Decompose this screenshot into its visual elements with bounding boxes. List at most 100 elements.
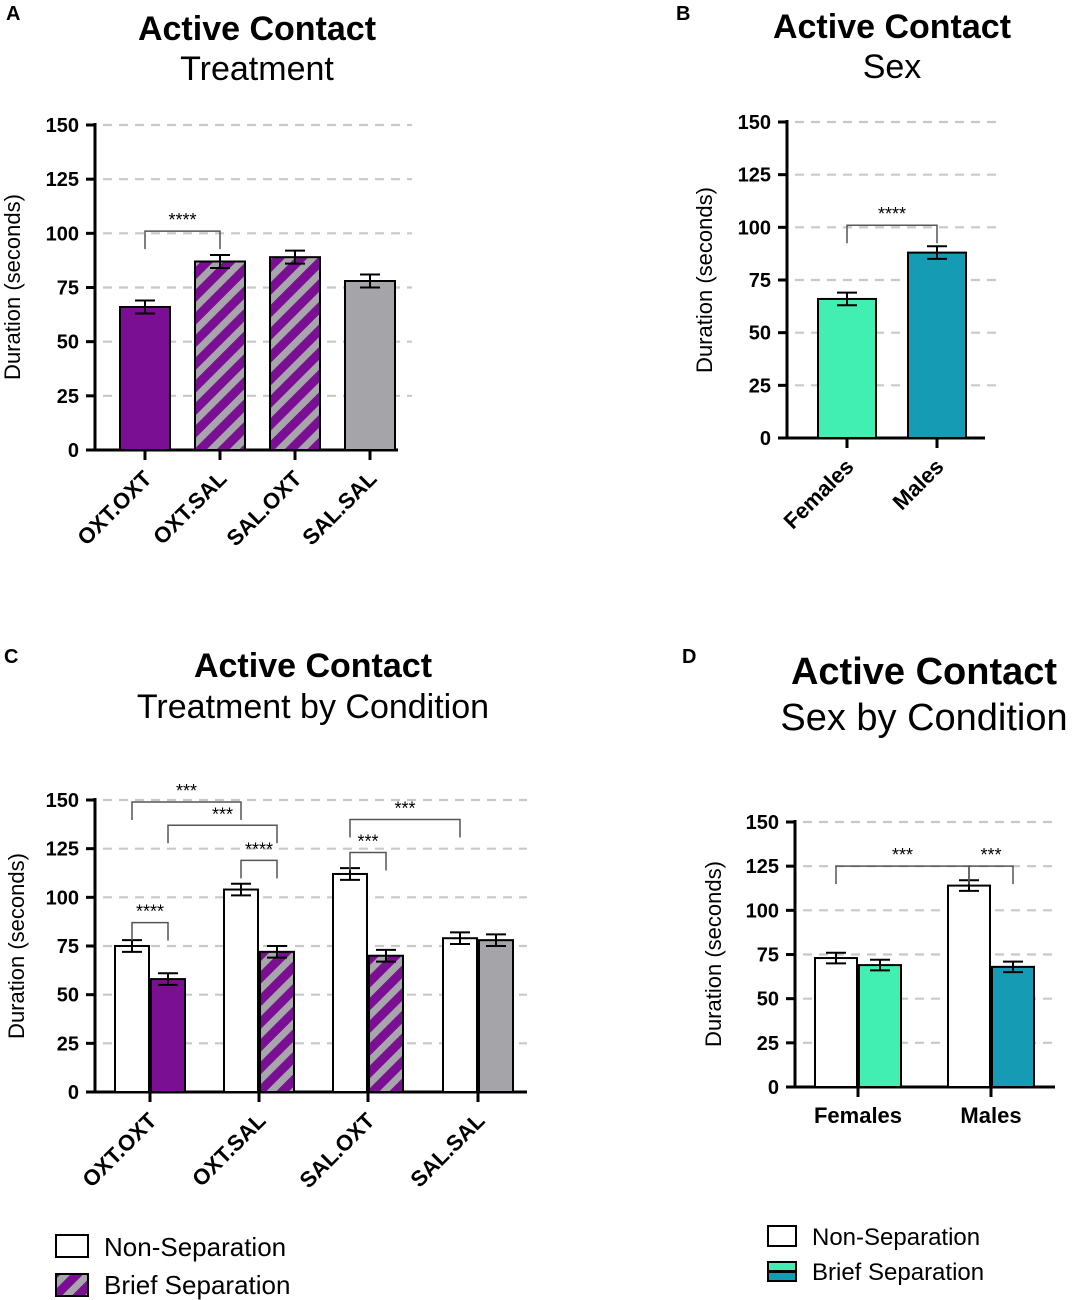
panel-c-ytick-label: 150: [46, 790, 79, 812]
panel-a-title: Active Contact: [138, 10, 376, 48]
panel-a-ytick-label: 75: [57, 278, 79, 300]
panel-c-bar-1-0: [223, 888, 259, 1094]
panel-b-bar-0: [817, 297, 877, 439]
panel-c-ytick-label: 0: [68, 1082, 79, 1104]
panel-a-xtick-label: OXT.SAL: [148, 466, 231, 549]
legend-d-label-brief-separation: Brief Separation: [812, 1259, 984, 1286]
panel-a-chart: 0 25 50 75 100 125 150 OXT.OXTOXT.SALSAL.OXTSAL…: [46, 115, 412, 551]
panel-a-subtitle: Treatment: [180, 50, 334, 88]
panel-c-title: Active Contact: [194, 647, 432, 685]
panel-a-ytick-label: 0: [68, 440, 79, 462]
panel-a-bar-0: [119, 306, 171, 451]
panel-c-sig-label: ***: [212, 804, 233, 824]
panel-d-ytick-label: 25: [757, 1033, 779, 1055]
legend-d: Non-Separation Brief Separation: [767, 1224, 984, 1286]
panel-a-sig-label: ****: [168, 210, 196, 230]
panel-b-ytick-label: 75: [749, 270, 771, 292]
panel-c-ytick-label: 50: [57, 985, 79, 1007]
panel-d-bar-1-0: [947, 884, 991, 1088]
panel-a-bar-1: [194, 260, 246, 451]
legend-c-label-non-separation: Non-Separation: [104, 1232, 286, 1262]
panel-c-bar-0-1: [150, 978, 186, 1093]
panel-c-sig-label: ****: [136, 902, 164, 922]
panel-b-xtick-label: Females: [779, 454, 859, 534]
panel-b-ylabel: Duration (seconds): [692, 187, 717, 373]
panel-c-ytick-label: 100: [46, 887, 79, 909]
panel-c-ytick-label: 25: [57, 1033, 79, 1055]
panel-d-bar-0-1: [858, 964, 902, 1088]
panel-d-bar-0-0: [814, 957, 858, 1088]
panel-c-ylabel: Duration (seconds): [4, 853, 29, 1039]
panel-c-sig-label: ***: [394, 798, 415, 818]
panel-c-sig-label: ***: [176, 781, 197, 801]
panel-d-bar-1-1: [991, 965, 1035, 1088]
panel-c-bar-2-0: [332, 872, 368, 1093]
legend-c-label-brief-separation: Brief Separation: [104, 1270, 290, 1300]
panel-d-title: Active Contact: [791, 651, 1057, 693]
panel-d-xtick-label: Males: [960, 1103, 1021, 1128]
panel-b-ytick-label: 50: [749, 323, 771, 345]
panel-c-xtick-label: OXT.OXT: [77, 1107, 162, 1192]
panel-a-bar-3: [344, 280, 396, 451]
panel-b-xtick-label: Males: [888, 454, 949, 515]
legend-c-swatch-brief-separation: [55, 1273, 89, 1297]
panel-c-bar-3-0: [442, 937, 478, 1093]
panel-b-sig-bracket: [846, 224, 938, 244]
panel-d-ytick-label: 50: [757, 989, 779, 1011]
panel-a-xtick-label: SAL.SAL: [297, 466, 381, 550]
panel-letter-a: A: [6, 3, 20, 25]
panel-a-ylabel: Duration (seconds): [0, 194, 25, 380]
panel-d-ylabel: Duration (seconds): [701, 861, 726, 1047]
panel-c-xtick-label: OXT.SAL: [187, 1108, 270, 1191]
panel-d-ytick-label: 75: [757, 945, 779, 967]
panel-c-sig-bracket: [167, 824, 278, 844]
panel-c-subtitle: Treatment by Condition: [137, 688, 489, 726]
legend-c: Non-Separation Brief Separation: [55, 1232, 290, 1300]
panel-a-ytick-label: 150: [46, 115, 79, 137]
panel-b-ytick-label: 0: [760, 428, 771, 450]
panel-c-bar-2-1: [368, 954, 404, 1093]
panel-d-xtick-label: Females: [814, 1103, 902, 1128]
legend-c-swatch-non-separation: [55, 1234, 89, 1258]
panel-b-title: Active Contact: [773, 8, 1011, 46]
panel-c-xtick-label: SAL.OXT: [294, 1107, 379, 1192]
panel-c-ytick-label: 75: [57, 936, 79, 958]
panel-a-xtick-label: SAL.OXT: [221, 465, 306, 550]
panel-b-chart: 0 25 50 75 100 125 150 Females Males ****: [738, 112, 1000, 534]
panel-a-ytick-label: 100: [46, 223, 79, 245]
panel-c-sig-bracket: [240, 859, 278, 879]
panel-c-sig-bracket: [349, 818, 461, 838]
panel-c-chart: 0 25 50 75 100 125 150 OXT.OXT OXT.SAL SAL.OXT SAL…: [46, 781, 527, 1193]
panel-d-sig-bracket: [835, 865, 970, 885]
panel-d-ytick-label: 150: [746, 812, 779, 834]
panel-b-ytick-label: 25: [749, 375, 771, 397]
legend-d-swatch-brief-separation-top: [767, 1261, 797, 1272]
panel-d-sig-label: ***: [980, 845, 1001, 865]
panel-c-sig-label: ****: [245, 839, 273, 859]
panel-c-sig-bracket: [131, 801, 242, 820]
panel-b-sig-label: ****: [878, 204, 906, 224]
panel-d-subtitle: Sex by Condition: [780, 697, 1067, 739]
panel-letter-b: B: [676, 3, 690, 25]
panel-b-bar-1: [907, 251, 967, 439]
panel-c-bar-0-0: [114, 945, 150, 1093]
panel-a-ytick-label: 25: [57, 386, 79, 408]
panel-b-ytick-label: 150: [738, 112, 771, 134]
legend-d-swatch-brief-separation-bottom: [767, 1271, 797, 1282]
panel-a-ytick-label: 125: [46, 169, 79, 191]
panel-d-ytick-label: 125: [746, 856, 779, 878]
panel-d-ytick-label: 100: [746, 900, 779, 922]
panel-letter-d: D: [682, 646, 696, 668]
panel-b-ytick-label: 125: [738, 165, 771, 187]
legend-d-swatch-non-separation: [767, 1225, 797, 1247]
panel-c-bar-3-1: [478, 939, 514, 1093]
panel-a-sig-bracket: [144, 230, 221, 250]
panel-d-ytick-label: 0: [768, 1077, 779, 1099]
panel-d-sig-label: ***: [892, 845, 913, 865]
panel-c-ytick-label: 125: [46, 839, 79, 861]
panel-a-ytick-label: 50: [57, 332, 79, 354]
panel-b-ytick-label: 100: [738, 217, 771, 239]
panel-c-sig-bracket: [349, 851, 387, 871]
panel-d-sig-bracket: [968, 865, 1014, 885]
